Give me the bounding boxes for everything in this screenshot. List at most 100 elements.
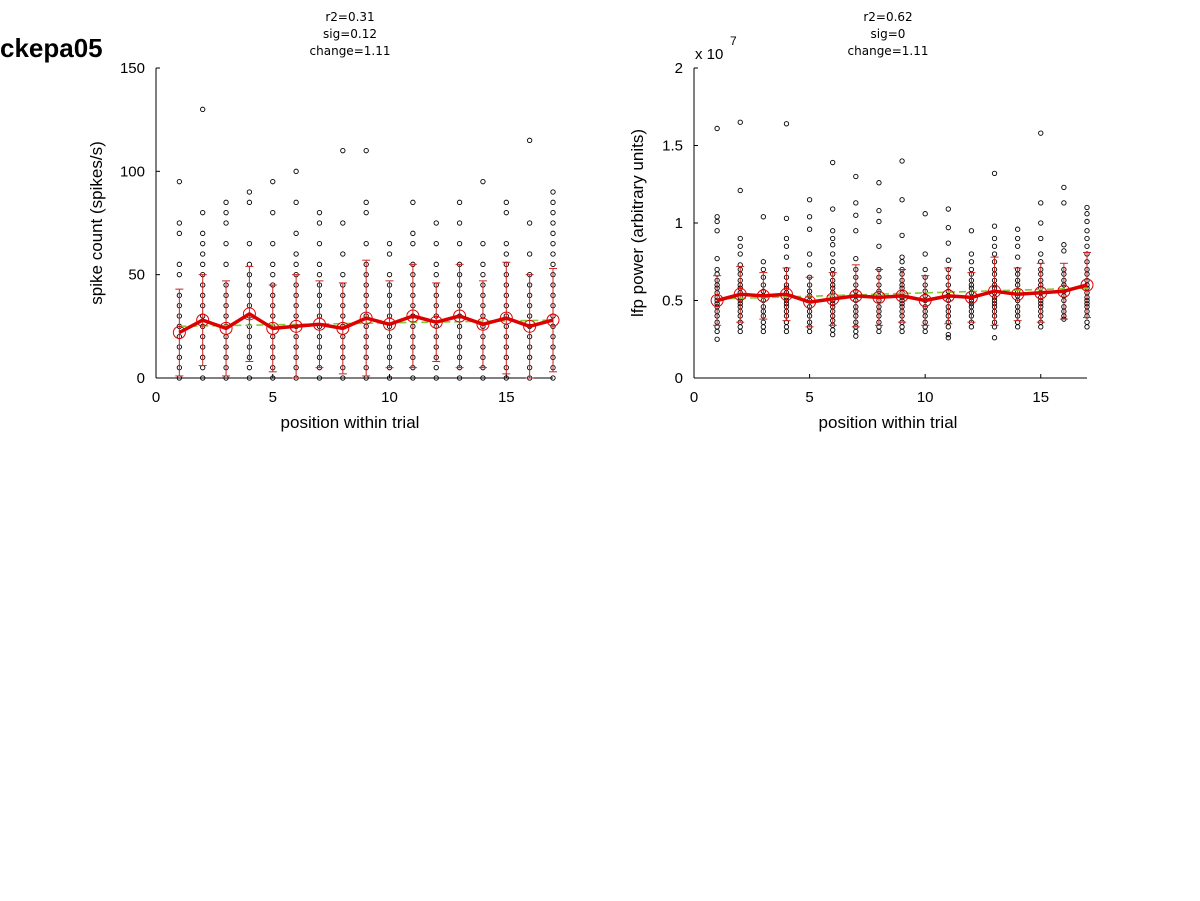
raw-data-point [830, 242, 836, 248]
panel-stat-r2: r2=0.62 [863, 10, 912, 24]
mean-marker [546, 313, 560, 327]
raw-data-point [386, 251, 393, 257]
raw-data-point [853, 212, 859, 218]
raw-data-point [830, 159, 836, 166]
raw-data-point [386, 375, 393, 381]
mean-marker [219, 321, 233, 335]
mean-marker [733, 287, 747, 301]
y-axis-label: lfp power (arbitrary units) [628, 129, 647, 317]
raw-data-point [806, 262, 813, 268]
mean-trend-line [716, 283, 1088, 304]
x-axis-label: position within trial [281, 413, 420, 432]
raw-data-point [968, 266, 975, 273]
raw-data-point [176, 220, 183, 226]
raw-data-point [760, 319, 767, 325]
y-tick-label: 0.5 [662, 293, 683, 310]
raw-data-point [480, 241, 486, 247]
raw-data-point [714, 228, 720, 234]
y-exponent-label: x 10 [695, 46, 723, 63]
axis-ticks: 0 5 10 15 0 0.5 1 1.5 2 [662, 60, 1049, 406]
raw-data-point [853, 200, 859, 206]
raw-data-point [714, 214, 720, 220]
panel-stat-r2: r2=0.31 [325, 10, 374, 24]
raw-data-point [223, 261, 229, 267]
mean-marker [849, 289, 863, 303]
raw-data-point [316, 210, 323, 216]
raw-data-point [760, 266, 767, 273]
y-tick-label: 150 [120, 60, 145, 77]
mean-markers [710, 278, 1094, 309]
raw-data-point [1038, 251, 1044, 257]
mean-marker [383, 317, 397, 331]
raw-data-point [503, 210, 509, 216]
x-tick-label: 15 [498, 389, 515, 406]
raw-data-point [714, 336, 720, 342]
mean-marker [1034, 286, 1048, 300]
linear-fit-line [717, 287, 1088, 300]
mean-marker [941, 289, 955, 303]
raw-data-point [176, 179, 183, 185]
raw-data-point [830, 235, 836, 242]
raw-data-point [853, 228, 859, 234]
mean-marker [710, 294, 724, 307]
raw-data-point [714, 125, 720, 132]
x-axis-label: position within trial [819, 413, 958, 432]
raw-data-point [386, 241, 393, 247]
raw-data-point [806, 197, 813, 203]
raw-data-point [550, 251, 556, 257]
raw-data-point [480, 179, 486, 185]
raw-data-point [503, 241, 509, 247]
mean-marker [359, 311, 373, 325]
raw-data-point [270, 272, 276, 278]
raw-data-point [503, 199, 509, 205]
raw-data-point [410, 230, 416, 236]
panel-stat-change: change=1.11 [310, 44, 391, 58]
raw-data-point [270, 375, 276, 381]
panel-stat-sig: sig=0.12 [323, 27, 377, 41]
raw-data-point [456, 199, 463, 205]
raw-data-point [1061, 184, 1067, 191]
raw-data-point [945, 240, 951, 246]
raw-data-point [293, 251, 299, 257]
raw-data-point [1014, 254, 1021, 260]
raw-data-point [200, 251, 206, 257]
raw-data-point [480, 261, 486, 267]
mean-marker [964, 290, 978, 304]
mean-marker [499, 311, 513, 325]
raw-data-point [456, 241, 463, 247]
raw-data-point [1038, 130, 1044, 136]
raw-data-point [433, 220, 439, 226]
raw-data-point [433, 375, 439, 381]
lfp-power-panel: r2=0.62 sig=0 change=1.11 x 10 7 positio… [628, 10, 1094, 432]
raw-data-point [293, 261, 299, 267]
y-tick-label: 1.5 [662, 138, 683, 155]
raw-data-point [1084, 235, 1090, 242]
raw-data-point [1084, 319, 1090, 325]
raw-data-point [340, 375, 346, 381]
mean-marker [476, 317, 490, 331]
raw-data-point [433, 261, 439, 267]
raw-data-point [246, 189, 253, 195]
x-tick-label: 5 [805, 389, 813, 406]
raw-data-point [270, 210, 276, 216]
mean-marker [289, 319, 303, 333]
raw-data-point [410, 375, 416, 381]
raw-data-point [176, 272, 183, 278]
raw-data-point [1014, 243, 1021, 249]
raw-data-point [316, 261, 323, 267]
raw-data-point [550, 375, 556, 381]
raw-data-point [760, 214, 767, 220]
raw-data-point [246, 365, 253, 371]
raw-data-point [783, 215, 790, 222]
raw-data-point [945, 224, 951, 231]
raw-data-point [830, 206, 836, 212]
raw-data-point [410, 241, 416, 247]
raw-data-point [363, 241, 369, 247]
raw-data-point [223, 220, 229, 226]
raw-data-point [223, 199, 229, 205]
mean-marker [266, 321, 280, 335]
mean-marker [918, 294, 932, 307]
raw-data-point [550, 189, 556, 195]
